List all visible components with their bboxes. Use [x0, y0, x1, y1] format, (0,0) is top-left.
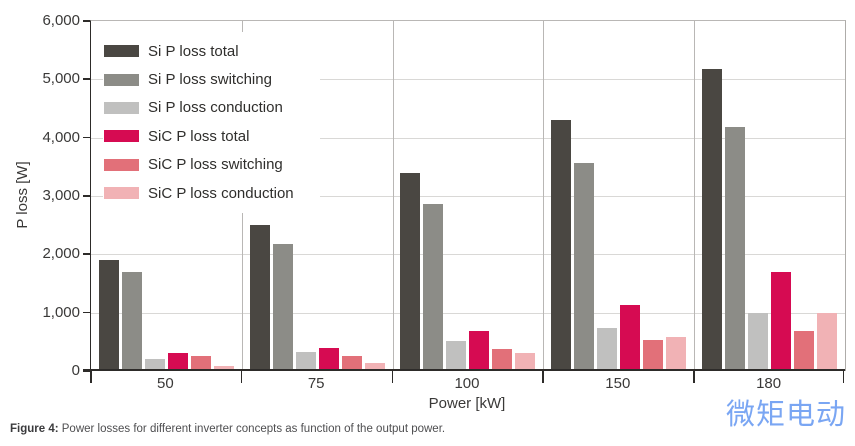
bar-75kw-si-p-loss-total — [249, 225, 270, 371]
legend-item-sic-p-loss-total: SiC P loss total — [104, 122, 294, 150]
gridline-1000 — [91, 312, 845, 314]
gridline-3000 — [91, 196, 845, 197]
x-tick-label-150: 150 — [605, 375, 631, 392]
bar-group-150 — [543, 21, 694, 371]
gridline-4000 — [91, 137, 845, 139]
x-tick-mark-2 — [391, 370, 394, 383]
bar-150kw-si-p-loss-total — [551, 120, 572, 371]
bar-150kw-sic-p-loss-conduction — [666, 336, 687, 371]
y-tick-label-5000: 5,000 — [42, 70, 80, 88]
bar-150kw-si-p-loss-conduction — [597, 327, 618, 371]
bar-group-100 — [393, 21, 544, 371]
bar-180kw-sic-p-loss-total — [771, 271, 792, 371]
x-tick-label-180: 180 — [756, 375, 782, 392]
x-tick-label-100: 100 — [454, 375, 480, 392]
bar-150kw-sic-p-loss-switching — [643, 339, 664, 371]
bar-75kw-sic-p-loss-total — [318, 347, 339, 371]
y-tick-mark-4000 — [83, 136, 90, 139]
legend-label: SiC P loss conduction — [148, 184, 294, 202]
bar-75kw-sic-p-loss-conduction — [364, 363, 385, 371]
legend-item-sic-p-loss-switching: SiC P loss switching — [104, 151, 294, 179]
watermark-text: 微矩电动 — [725, 399, 846, 431]
bar-50kw-sic-p-loss-conduction — [213, 366, 234, 371]
gridline-5000 — [91, 79, 845, 81]
bar-100kw-si-p-loss-switching — [423, 203, 444, 371]
legend-label: Si P loss switching — [148, 71, 272, 89]
legend: Si P loss total Si P loss switching Si P l… — [103, 32, 320, 214]
bar-50kw-si-p-loss-total — [98, 260, 119, 371]
y-tick-mark-1000 — [83, 311, 90, 314]
bar-100kw-sic-p-loss-switching — [492, 348, 513, 371]
bar-75kw-sic-p-loss-switching — [341, 355, 362, 371]
bar-180kw-si-p-loss-switching — [725, 127, 746, 371]
figure-caption: Figure 4: Power losses for different inv… — [10, 423, 650, 435]
y-tick-mark-6000 — [83, 20, 90, 22]
legend-swatch-icon — [104, 73, 139, 86]
legend-label: SiC P loss switching — [148, 156, 283, 174]
bar-group-75 — [242, 21, 393, 371]
y-tick-label-6000: 6,000 — [42, 12, 80, 29]
bar-75kw-si-p-loss-switching — [272, 244, 293, 371]
bar-100kw-si-p-loss-conduction — [446, 341, 467, 371]
legend-label: Si P loss total — [148, 42, 239, 60]
y-tick-label-3000: 3,000 — [42, 187, 80, 204]
x-axis-label: Power [kW] — [428, 395, 506, 412]
y-tick-mark-2000 — [83, 253, 90, 255]
x-tick-mark-1 — [240, 370, 243, 383]
y-tick-label-0: 0 — [71, 362, 80, 379]
legend-swatch-icon — [104, 101, 139, 114]
bar-75kw-si-p-loss-conduction — [295, 351, 316, 371]
bar-100kw-sic-p-loss-conduction — [515, 352, 536, 371]
bar-150kw-sic-p-loss-total — [620, 305, 641, 371]
x-tick-mark-0 — [90, 370, 92, 383]
category-separator-2 — [392, 21, 394, 371]
x-tick-label-75: 75 — [307, 375, 325, 392]
bar-group-180 — [694, 21, 845, 371]
y-tick-label-1000: 1,000 — [42, 303, 80, 321]
bar-group-50 — [91, 21, 242, 371]
legend-label: Si P loss conduction — [148, 99, 283, 117]
category-separator-3 — [543, 21, 545, 371]
bar-180kw-sic-p-loss-switching — [794, 331, 815, 371]
plot-area: Si P loss total Si P loss switching Si P l… — [90, 20, 846, 371]
bar-150kw-si-p-loss-switching — [574, 162, 595, 371]
y-tick-mark-5000 — [83, 78, 90, 80]
legend-item-si-p-loss-total: Si P loss total — [104, 37, 294, 65]
x-tick-mark-5 — [842, 370, 844, 383]
bar-180kw-si-p-loss-total — [702, 69, 723, 371]
y-tick-mark-3000 — [83, 195, 90, 197]
caption-text: Power losses for different inverter conc… — [58, 423, 446, 435]
caption-figure-number: Figure 4: — [10, 423, 59, 435]
gridline-2000 — [91, 254, 845, 256]
x-axis-line — [83, 369, 845, 371]
y-tick-label-4000: 4,000 — [42, 128, 80, 146]
legend-item-si-p-loss-switching: Si P loss switching — [104, 65, 294, 93]
x-tick-mark-4 — [693, 370, 695, 383]
bar-180kw-si-p-loss-conduction — [748, 312, 769, 371]
x-tick-label-50: 50 — [157, 375, 174, 392]
bar-50kw-sic-p-loss-switching — [190, 355, 211, 371]
legend-swatch-icon — [104, 158, 139, 171]
bar-100kw-sic-p-loss-total — [469, 330, 490, 371]
bar-50kw-sic-p-loss-total — [167, 352, 188, 371]
legend-swatch-icon — [104, 130, 139, 143]
legend-item-sic-p-loss-conduction: SiC P loss conduction — [104, 179, 294, 207]
legend-swatch-icon — [104, 187, 139, 200]
bar-50kw-si-p-loss-switching — [121, 271, 142, 371]
bar-180kw-sic-p-loss-conduction — [817, 312, 838, 371]
legend-label: SiC P loss total — [148, 127, 250, 145]
bar-100kw-si-p-loss-total — [400, 172, 421, 371]
legend-swatch-icon — [104, 45, 139, 58]
x-tick-mark-3 — [542, 370, 544, 383]
y-tick-label-2000: 2,000 — [42, 245, 80, 263]
category-separator-4 — [694, 21, 696, 371]
bar-50kw-si-p-loss-conduction — [144, 358, 165, 371]
legend-item-si-p-loss-conduction: Si P loss conduction — [104, 94, 294, 122]
